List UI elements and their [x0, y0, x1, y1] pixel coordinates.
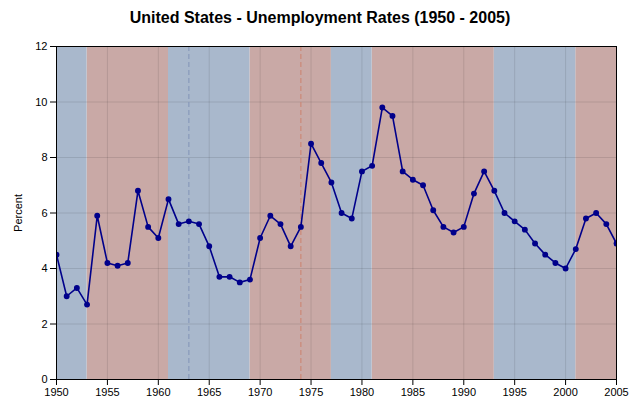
- svg-text:1965: 1965: [197, 386, 221, 398]
- svg-text:1995: 1995: [502, 386, 526, 398]
- html-text:United States - Unemployment R: United States - Unemployment Rates (1950…: [129, 9, 511, 26]
- svg-text:1975: 1975: [299, 386, 323, 398]
- svg-text:1955: 1955: [95, 386, 119, 398]
- svg-text:0: 0: [41, 373, 47, 385]
- svg-text:1990: 1990: [452, 386, 476, 398]
- svg-text:1985: 1985: [401, 386, 425, 398]
- svg-text:1960: 1960: [146, 386, 170, 398]
- svg-text:8: 8: [41, 151, 47, 163]
- svg-text:4: 4: [41, 262, 47, 274]
- svg-text:2000: 2000: [553, 386, 577, 398]
- svg-text:1970: 1970: [248, 386, 272, 398]
- svg-text:12: 12: [35, 40, 47, 52]
- svg-text:2005: 2005: [604, 386, 628, 398]
- svg-text:Percent: Percent: [12, 194, 24, 232]
- svg-text:10: 10: [35, 96, 47, 108]
- svg-text:6: 6: [41, 207, 47, 219]
- svg-text:1950: 1950: [44, 386, 68, 398]
- svg-text:1980: 1980: [350, 386, 374, 398]
- svg-text:2: 2: [41, 318, 47, 330]
